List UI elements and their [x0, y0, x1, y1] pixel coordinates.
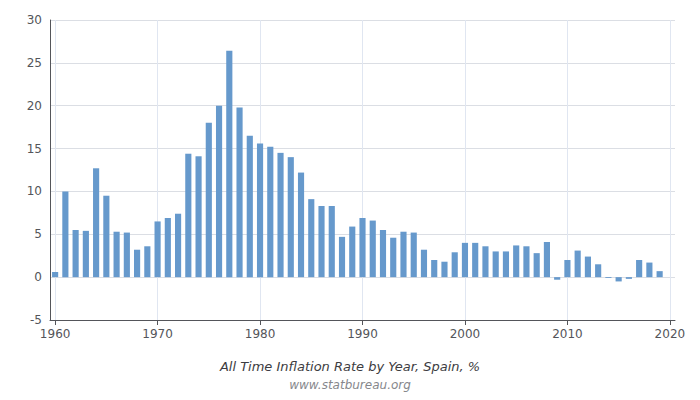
svg-text:25: 25 [27, 56, 42, 70]
svg-text:1990: 1990 [347, 327, 378, 341]
svg-text:10: 10 [27, 184, 42, 198]
svg-text:1980: 1980 [245, 327, 276, 341]
svg-text:-5: -5 [30, 313, 42, 327]
svg-text:2010: 2010 [552, 327, 583, 341]
svg-text:20: 20 [27, 99, 42, 113]
svg-text:2020: 2020 [655, 327, 686, 341]
svg-text:15: 15 [27, 142, 42, 156]
svg-text:All Time Inflation Rate by Yea: All Time Inflation Rate by Year, Spain, … [219, 359, 480, 374]
svg-text:1960: 1960 [40, 327, 71, 341]
svg-text:2000: 2000 [450, 327, 481, 341]
svg-text:www.statbureau.org: www.statbureau.org [289, 378, 411, 392]
svg-text:0: 0 [34, 270, 42, 284]
svg-text:1970: 1970 [142, 327, 173, 341]
svg-text:5: 5 [34, 227, 42, 241]
svg-text:30: 30 [27, 13, 42, 27]
